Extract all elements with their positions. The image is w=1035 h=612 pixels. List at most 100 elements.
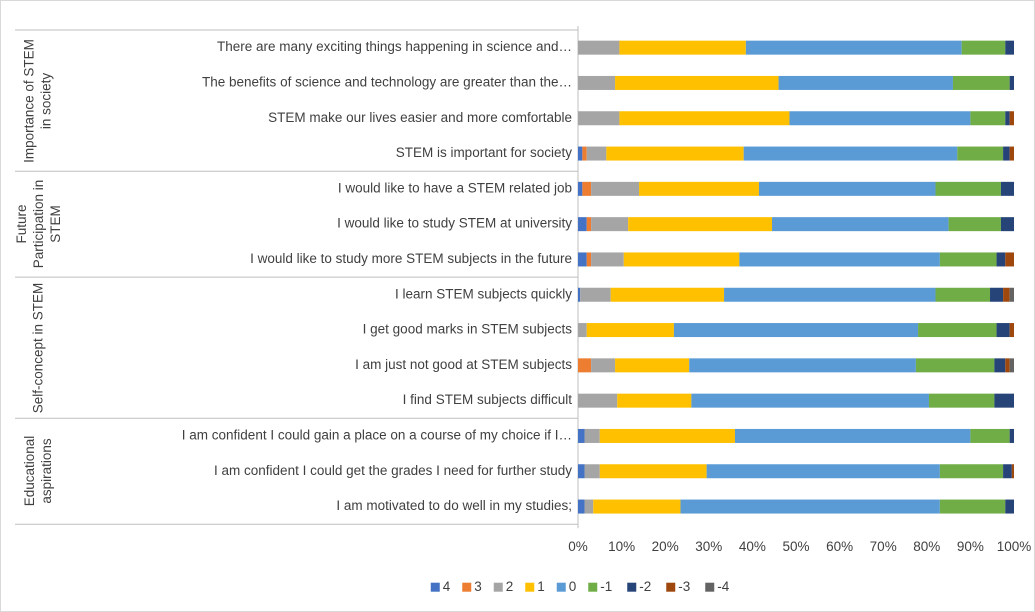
legend-label: -2 xyxy=(639,579,651,594)
bar-segment xyxy=(724,287,936,302)
bar-segment xyxy=(1003,464,1012,479)
bar-segment xyxy=(591,358,616,373)
x-tick-label: 80% xyxy=(913,539,940,554)
bar-segment xyxy=(628,217,773,232)
category-label: I would like to have a STEM related job xyxy=(338,180,572,195)
bar-segment xyxy=(578,146,583,161)
legend-swatch xyxy=(588,582,598,592)
legend-swatch xyxy=(666,582,676,592)
legend-label: 1 xyxy=(537,579,545,594)
bar-segment xyxy=(1003,287,1010,302)
legend-label: 0 xyxy=(569,579,577,594)
group-label: Self-concept in STEM xyxy=(30,282,46,413)
bar-segment xyxy=(578,252,587,267)
legend-swatch xyxy=(525,582,535,592)
x-tick-label: 70% xyxy=(870,539,897,554)
category-label: I am motivated to do well in my studies; xyxy=(336,498,572,513)
bar-segment xyxy=(1003,146,1010,161)
bar-segment xyxy=(734,428,971,443)
bar-segment xyxy=(673,323,919,338)
bar-segment xyxy=(578,75,616,90)
bar-segment xyxy=(680,499,940,514)
bar-segment xyxy=(623,252,740,267)
bar-segment xyxy=(952,75,1010,90)
bar-segment xyxy=(1009,75,1014,90)
bar-segment xyxy=(578,217,587,232)
bar-segment xyxy=(578,181,583,196)
legend-swatch xyxy=(493,582,503,592)
bar-segment xyxy=(582,146,587,161)
bar-segment xyxy=(743,146,958,161)
bar-segment xyxy=(586,217,592,232)
bar-segment xyxy=(619,40,746,55)
bar-segment xyxy=(582,181,592,196)
legend-label: 3 xyxy=(474,579,482,594)
bar-segment xyxy=(617,393,692,408)
bar-segment xyxy=(1009,287,1014,302)
legend-swatch xyxy=(556,582,566,592)
category-label: STEM is important for society xyxy=(396,145,573,160)
bar-segment xyxy=(758,181,936,196)
bar-segment xyxy=(996,252,1006,267)
bar-segment xyxy=(1005,358,1010,373)
bar-segment xyxy=(578,323,587,338)
bar-segment xyxy=(586,252,592,267)
bar-segment xyxy=(1005,40,1014,55)
bar-segment xyxy=(580,287,611,302)
bar-segment xyxy=(584,428,600,443)
legend-swatch xyxy=(705,582,715,592)
bar-segment xyxy=(586,146,607,161)
category-label: I am confident I could get the grades I … xyxy=(214,463,572,478)
bar-segment xyxy=(691,393,929,408)
bar-segment xyxy=(584,499,594,514)
bar-segment xyxy=(739,252,940,267)
bar-segment xyxy=(706,464,940,479)
legend-label: -4 xyxy=(717,579,729,594)
bar-segment xyxy=(918,323,997,338)
group-label: Future Participation in STEM xyxy=(13,179,63,269)
bar-segment xyxy=(778,75,953,90)
bar-segment xyxy=(593,499,681,514)
bar-segment xyxy=(584,464,600,479)
x-tick-label: 20% xyxy=(652,539,679,554)
category-label: I would like to study more STEM subjects… xyxy=(250,251,572,266)
bar-segment xyxy=(639,181,759,196)
x-tick-label: 90% xyxy=(957,539,984,554)
x-tick-label: 60% xyxy=(826,539,853,554)
bar-segment xyxy=(1005,111,1010,126)
category-label: I learn STEM subjects quickly xyxy=(395,286,572,301)
bar-segment xyxy=(1000,217,1014,232)
x-tick-label: 0% xyxy=(568,539,588,554)
bar-segment xyxy=(789,111,971,126)
bar-segment xyxy=(1009,111,1014,126)
bar-segment xyxy=(610,287,725,302)
bar-segment xyxy=(578,111,620,126)
bar-segment xyxy=(745,40,962,55)
bar-segment xyxy=(599,464,707,479)
bar-segment xyxy=(935,181,1001,196)
legend-label: 4 xyxy=(443,579,451,594)
bar-segment xyxy=(1009,146,1014,161)
bar-segment xyxy=(578,358,592,373)
bar-segment xyxy=(606,146,744,161)
category-label: The benefits of science and technology a… xyxy=(202,75,572,90)
bar-segment xyxy=(939,464,1004,479)
bar-segment xyxy=(578,464,585,479)
x-tick-label: 50% xyxy=(782,539,809,554)
bar-segment xyxy=(939,499,1006,514)
bar-segment xyxy=(578,40,620,55)
bar-segment xyxy=(578,428,585,443)
bar-segment xyxy=(961,40,1006,55)
bar-segment xyxy=(615,75,779,90)
x-tick-label: 40% xyxy=(739,539,766,554)
group-label: Educational aspirations xyxy=(22,435,55,507)
bar-segment xyxy=(599,428,735,443)
bar-segment xyxy=(772,217,949,232)
bar-segment xyxy=(990,287,1004,302)
legend-swatch xyxy=(462,582,472,592)
bar-segment xyxy=(915,358,995,373)
bar-segment xyxy=(935,287,991,302)
bar-segment xyxy=(957,146,1004,161)
